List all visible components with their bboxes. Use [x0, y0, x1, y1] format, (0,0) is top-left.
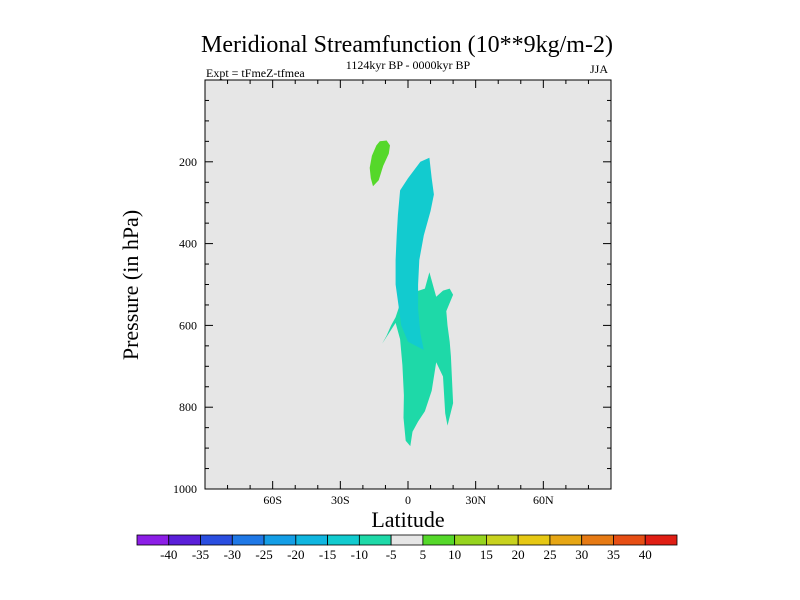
x-tick-label: 60N [533, 493, 554, 507]
x-axis-title: Latitude [371, 507, 444, 532]
x-tick-label: 30N [465, 493, 486, 507]
y-tick-label: 400 [179, 237, 197, 251]
time-range-label: 1124kyr BP - 0000kyr BP [346, 58, 471, 72]
colorbar-label: -25 [255, 547, 272, 562]
colorbar-swatch [454, 534, 487, 546]
colorbar-swatch [358, 534, 392, 546]
colorbar-swatch [295, 534, 328, 546]
colorbar-label: 5 [420, 547, 427, 562]
plot-area [204, 79, 612, 490]
colorbar-label: -20 [287, 547, 304, 562]
colorbar-swatch [136, 534, 170, 546]
colorbar-labels: -40 -35 -30 -25 -20 -15 -10 -5 5 10 15 20 25 30 35 40 [160, 547, 652, 562]
colorbar-swatch [231, 534, 265, 546]
colorbar-swatch [644, 534, 678, 546]
colorbar-swatch [200, 534, 233, 546]
colorbar-swatch [422, 534, 456, 546]
colorbar-label: 10 [448, 547, 461, 562]
colorbar-swatch [168, 534, 201, 546]
colorbar-label: -15 [319, 547, 336, 562]
contour-region-negative-15-to-10-core [395, 157, 434, 350]
colorbar-label: 30 [575, 547, 588, 562]
x-axis-ticks: 60S 30S 0 30N 60N [263, 80, 554, 507]
colorbar-label: -30 [224, 547, 241, 562]
y-axis-title: Pressure (in hPa) [118, 210, 143, 360]
colorbar: -40 -35 -30 -25 -20 -15 -10 -5 5 10 15 20 25 30 35 40 [136, 534, 678, 562]
x-tick-label: 60S [263, 493, 282, 507]
minor-ticks [205, 80, 611, 489]
y-tick-label: 200 [179, 155, 197, 169]
y-tick-label: 600 [179, 318, 197, 332]
chart-title: Meridional Streamfunction (10**9kg/m-2) [201, 32, 613, 58]
x-tick-label: 30S [331, 493, 350, 507]
season-label: JJA [590, 62, 608, 76]
colorbar-swatch [327, 534, 360, 546]
colorbar-label: 35 [607, 547, 620, 562]
colorbar-swatch [549, 534, 583, 546]
colorbar-swatch [390, 534, 424, 546]
contour-fill-layer [369, 140, 454, 447]
colorbar-swatch [613, 534, 646, 546]
contour-region-positive-5-to-10-patch [369, 140, 390, 187]
colorbar-label: -40 [160, 547, 177, 562]
colorbar-swatch [263, 534, 297, 546]
colorbar-label: -35 [192, 547, 209, 562]
colorbar-label: 25 [543, 547, 556, 562]
experiment-label: Expt = tFmeZ-tfmea [206, 66, 305, 80]
colorbar-swatch [517, 534, 551, 546]
colorbar-label: 20 [512, 547, 525, 562]
colorbar-swatch [486, 534, 519, 546]
y-axis-ticks: 200 400 600 800 1000 [173, 155, 611, 496]
x-tick-label: 0 [405, 493, 411, 507]
colorbar-swatches [136, 534, 678, 546]
colorbar-label: -10 [351, 547, 368, 562]
colorbar-swatch [581, 534, 614, 546]
contour-region-negative-10-to-5-band [382, 272, 454, 447]
colorbar-label: 15 [480, 547, 493, 562]
y-tick-label: 1000 [173, 482, 197, 496]
colorbar-label: -5 [386, 547, 397, 562]
colorbar-label: 40 [639, 547, 652, 562]
y-tick-label: 800 [179, 400, 197, 414]
